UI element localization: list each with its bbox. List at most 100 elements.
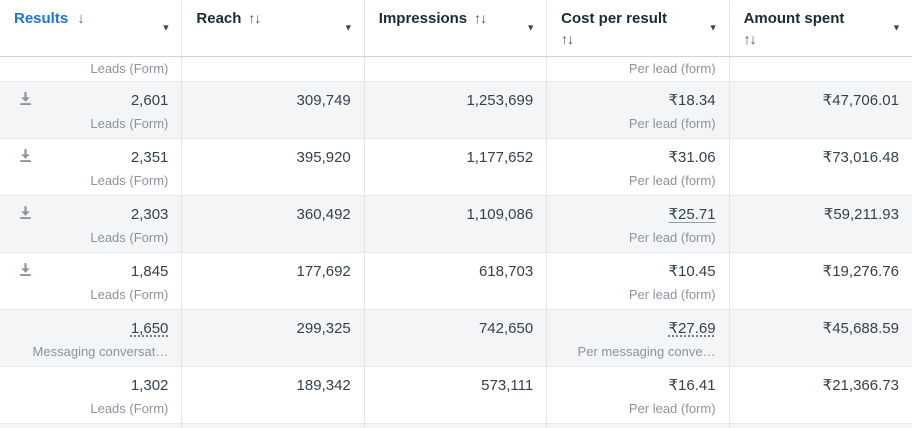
table-header-row: Results ↓ ▼ Reach ↑↓ ▼ Impressions ↑↓ ▼ Cos… [0, 0, 912, 57]
table-row: 2,601 Leads (Form) 309,749 1,253,699 ₹18… [0, 82, 912, 139]
header-cell-amount-spent[interactable]: Amount spent ↑↓ ▼ [730, 0, 912, 56]
impressions-value: 1,177,652 [466, 149, 534, 166]
results-cell: 1,845 Leads (Form) [0, 253, 183, 309]
cost-per-result-cell: ₹18.34 Per lead (form) [547, 82, 730, 138]
results-value: 2,351 [130, 149, 169, 166]
cost-type-label: Per lead (form) [628, 287, 716, 302]
reach-cell: 395,920 [182, 139, 365, 195]
cost-per-result-cell: ₹25.71 Per lead (form) [547, 196, 730, 252]
cost-per-result-value[interactable]: ₹25.71 [668, 206, 716, 223]
caret-down-icon[interactable]: ▼ [708, 22, 718, 33]
table-row: 1,845 Leads (Form) 177,692 618,703 ₹10.4… [0, 253, 912, 310]
cost-per-result-cell: ₹27.69 Per messaging conve… [547, 310, 730, 366]
header-cell-reach[interactable]: Reach ↑↓ ▼ [182, 0, 365, 56]
column-label-results[interactable]: Results [14, 10, 69, 27]
results-cell: 2,303 Leads (Form) [0, 196, 183, 252]
result-type-label: Leads (Form) [90, 230, 169, 245]
download-icon[interactable] [18, 148, 33, 163]
cost-type-label: Per lead (form) [628, 401, 716, 416]
reach-value: 299,325 [296, 320, 351, 337]
column-label-amount-spent[interactable]: Amount spent [743, 10, 845, 27]
column-label-cost-per-result[interactable]: Cost per result [561, 10, 668, 27]
reach-cell [182, 57, 365, 81]
reach-cell: 299,325 [182, 310, 365, 366]
reach-cell: 177,692 [182, 253, 365, 309]
sort-both-icon: ↑↓ [248, 10, 261, 26]
results-cell: 2,351 Leads (Form) [0, 139, 183, 195]
cost-type-label: Per lead (form) [628, 173, 716, 188]
amount-spent-cell: ₹21,366.73 [730, 367, 912, 423]
results-value: 1,302 [130, 377, 169, 394]
sort-descending-icon: ↓ [77, 10, 85, 27]
impressions-value: 1,109,086 [466, 206, 534, 223]
cost-per-result-cell: ₹31.06 Per lead (form) [547, 139, 730, 195]
cost-per-result-value: ₹16.41 [668, 377, 716, 394]
result-type-label: Leads (Form) [90, 401, 169, 416]
cost-per-result-value[interactable]: ₹27.69 [668, 320, 716, 337]
cost-type-label: Per lead (form) [628, 61, 716, 75]
cost-per-result-cell: ₹10.45 Per lead (form) [547, 253, 730, 309]
cost-per-result-cell: Per lead (form) [547, 57, 730, 81]
header-cell-cost-per-result[interactable]: Cost per result ↑↓ ▼ [547, 0, 730, 56]
impressions-cell: 618,703 [365, 253, 548, 309]
reach-cell: 189,342 [182, 367, 365, 423]
header-cell-results[interactable]: Results ↓ ▼ [0, 0, 183, 56]
amount-spent-cell: ₹47,706.01 [730, 82, 912, 138]
caret-down-icon[interactable]: ▼ [343, 22, 353, 33]
table-row-partial [0, 424, 912, 428]
result-type-label: Leads (Form) [90, 287, 169, 302]
results-cell: 1,650 Messaging conversat… [0, 310, 183, 366]
download-icon[interactable] [18, 91, 33, 106]
impressions-value: 1,253,699 [466, 92, 534, 109]
table-row: 2,351 Leads (Form) 395,920 1,177,652 ₹31… [0, 139, 912, 196]
cost-per-result-value: ₹10.45 [668, 263, 716, 280]
amount-spent-cell [730, 57, 912, 81]
header-cell-impressions[interactable]: Impressions ↑↓ ▼ [365, 0, 548, 56]
impressions-cell: 1,253,699 [365, 82, 548, 138]
results-value: 2,303 [130, 206, 169, 223]
result-type-label: Leads (Form) [90, 116, 169, 131]
impressions-cell [365, 424, 548, 428]
amount-spent-value: ₹59,211.93 [823, 206, 899, 223]
caret-down-icon[interactable]: ▼ [526, 22, 536, 33]
amount-spent-value: ₹73,016.48 [822, 149, 899, 166]
results-value[interactable]: 1,650 [130, 320, 169, 337]
column-label-reach[interactable]: Reach [196, 10, 242, 27]
reach-cell: 360,492 [182, 196, 365, 252]
reach-value: 177,692 [296, 263, 351, 280]
download-icon[interactable] [18, 262, 33, 277]
cost-type-label: Per lead (form) [628, 116, 716, 131]
cost-per-result-value: ₹31.06 [668, 149, 716, 166]
results-value: 2,601 [130, 92, 169, 109]
cost-per-result-cell: ₹16.41 Per lead (form) [547, 367, 730, 423]
results-cell: 2,601 Leads (Form) [0, 82, 183, 138]
result-type-label: Leads (Form) [90, 173, 169, 188]
reach-cell: 309,749 [182, 82, 365, 138]
cost-type-label: Per lead (form) [628, 230, 716, 245]
result-type-label: Leads (Form) [90, 61, 169, 75]
amount-spent-value: ₹19,276.76 [822, 263, 899, 280]
results-value: 1,845 [130, 263, 169, 280]
impressions-cell: 1,177,652 [365, 139, 548, 195]
amount-spent-cell [730, 424, 912, 428]
impressions-value: 573,111 [481, 377, 534, 394]
cost-type-label: Per messaging conve… [577, 344, 716, 359]
table-row: 1,650 Messaging conversat… 299,325 742,6… [0, 310, 912, 367]
table-row: 2,303 Leads (Form) 360,492 1,109,086 ₹25… [0, 196, 912, 253]
table-row-partial: Leads (Form) Per lead (form) [0, 57, 912, 82]
results-cell: 1,302 Leads (Form) [0, 367, 183, 423]
impressions-value: 618,703 [478, 263, 534, 280]
column-label-impressions[interactable]: Impressions [378, 10, 468, 27]
impressions-value: 742,650 [478, 320, 534, 337]
sort-both-icon: ↑↓ [561, 31, 574, 47]
reach-cell [182, 424, 365, 428]
impressions-cell: 573,111 [365, 367, 548, 423]
results-cell: Leads (Form) [0, 57, 183, 81]
caret-down-icon[interactable]: ▼ [161, 22, 171, 33]
amount-spent-cell: ₹45,688.59 [730, 310, 912, 366]
download-icon[interactable] [18, 205, 33, 220]
cost-per-result-value: ₹18.34 [668, 92, 716, 109]
reach-value: 189,342 [296, 377, 351, 394]
caret-down-icon[interactable]: ▼ [892, 22, 901, 33]
